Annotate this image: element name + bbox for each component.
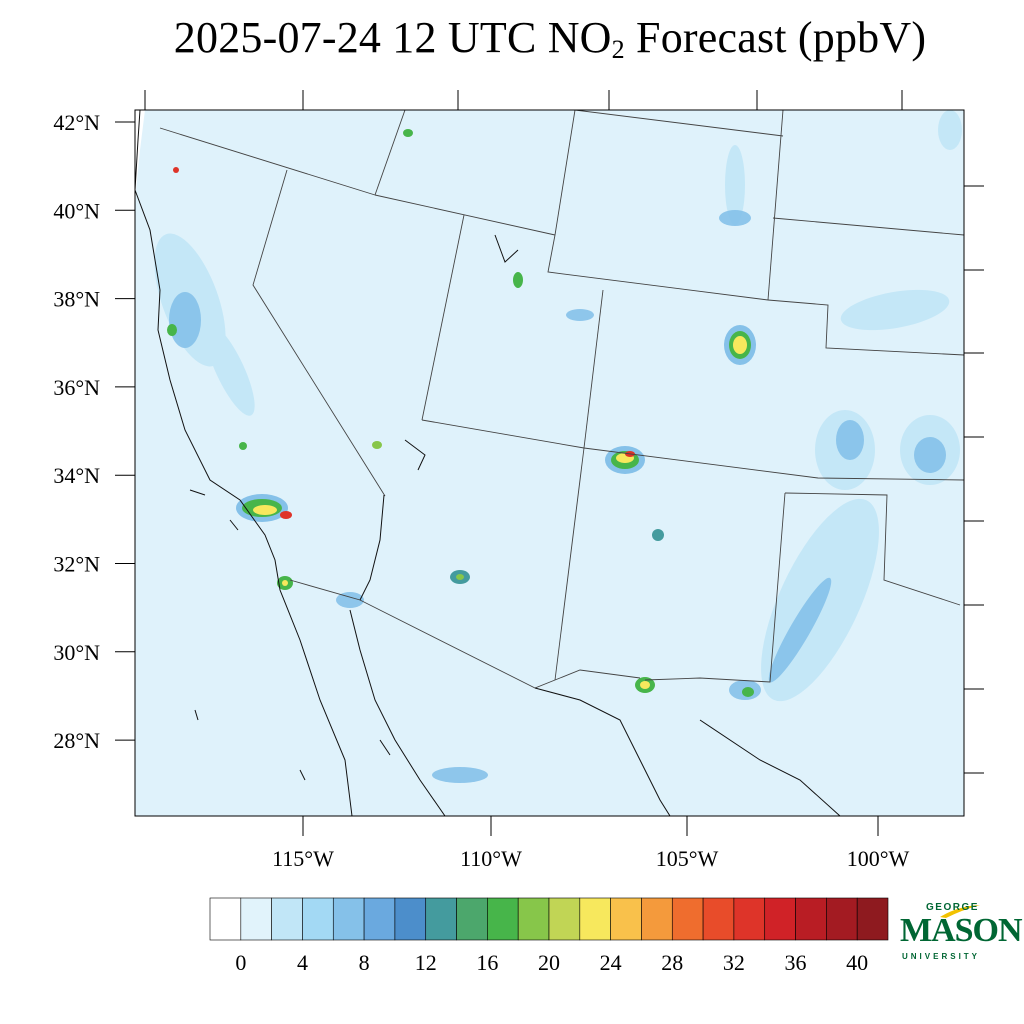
mid-concentration-patches: [169, 210, 946, 783]
colorbar-swatch: [733, 897, 766, 941]
map-frame: [134, 109, 965, 817]
gmu-logo: GEORGE MASON UNIVERSITY: [900, 900, 1023, 970]
colorbar-swatch: [671, 897, 704, 941]
lat-label: 36°N: [53, 375, 100, 400]
colorbar-swatch: [240, 897, 272, 941]
state-borders: [159, 110, 964, 689]
colorbar-tick-label: 0: [235, 950, 246, 975]
logo-swoosh-icon: [940, 905, 980, 918]
colorbar-swatch: [579, 897, 611, 941]
colorbar-tick-label: 16: [476, 950, 498, 975]
map-title: 2025-07-24 12 UTC NO2 Forecast (ppbV): [0, 12, 1024, 65]
logo-university: UNIVERSITY: [902, 952, 981, 961]
colorbar-swatch: [425, 897, 457, 941]
latitude-axis: 42°N 40°N 38°N 36°N 34°N 32°N 30°N 28°N: [53, 110, 135, 753]
lat-label: 34°N: [53, 463, 100, 488]
colorbar-tick-label: 12: [415, 950, 437, 975]
colorbar-tick-label: 28: [661, 950, 683, 975]
colorbar-swatch: [332, 897, 365, 941]
colorbar-swatch: [826, 897, 858, 941]
colorbar-tick-label: 24: [600, 950, 622, 975]
colorbar-labels: 0 4 8 12 16 20 24 28 32 36 40: [235, 950, 868, 975]
colorbar-swatch: [702, 897, 735, 941]
lon-label: 105°W: [656, 846, 719, 871]
lat-label: 40°N: [53, 198, 100, 223]
colorbar-tick-label: 4: [297, 950, 308, 975]
colorbar-swatch: [548, 897, 581, 941]
logo-george: GEORGE: [926, 902, 979, 913]
colorbar-swatch: [363, 897, 396, 941]
lon-label: 100°W: [847, 846, 910, 871]
denver-hotspot: [724, 325, 756, 365]
title-suffix: Forecast (ppbV): [624, 13, 927, 62]
colorbar-swatch: [764, 897, 796, 941]
colorbar-tick-label: 8: [359, 950, 370, 975]
el-paso-hotspot: [635, 677, 655, 693]
colorbar-swatch: [517, 897, 550, 941]
lat-label: 42°N: [53, 110, 100, 135]
colorbar-swatch: [209, 897, 242, 941]
title-subscript: 2: [611, 35, 625, 64]
lon-label: 110°W: [460, 846, 522, 871]
colorbar-swatch: [302, 897, 334, 941]
colorbar-swatch: [856, 897, 889, 941]
lat-label: 32°N: [53, 552, 100, 577]
los-angeles-hotspot: [236, 494, 292, 522]
title-text: 2025-07-24 12 UTC NO: [173, 13, 612, 62]
frame-ticks: [144, 90, 984, 774]
logo-mason: MASON: [900, 912, 1023, 949]
colorbar-tick-label: 32: [723, 950, 745, 975]
lat-label: 28°N: [53, 728, 100, 753]
lon-label: 115°W: [272, 846, 334, 871]
map-content: [135, 110, 964, 816]
colorbar-swatch: [456, 897, 488, 941]
colorbar-tick-label: 40: [846, 950, 868, 975]
colorbar: [209, 897, 889, 941]
colorbar-tick-label: 20: [538, 950, 560, 975]
ocean-area: [135, 110, 145, 220]
colorbar-swatch: [610, 897, 642, 941]
colorbar-tick-label: 36: [785, 950, 807, 975]
colorbar-swatch: [641, 897, 673, 941]
colorbar-swatch: [271, 897, 303, 941]
colorbar-swatch: [394, 897, 427, 941]
longitude-axis: 115°W 110°W 105°W 100°W: [272, 816, 910, 871]
albuquerque-hotspot: [605, 446, 645, 474]
minor-hotspots: [167, 129, 754, 697]
colorbar-swatch: [795, 897, 827, 941]
lat-label: 38°N: [53, 287, 100, 312]
lat-label: 30°N: [53, 640, 100, 665]
colorbar-swatch: [487, 897, 519, 941]
coastlines: [135, 110, 841, 816]
